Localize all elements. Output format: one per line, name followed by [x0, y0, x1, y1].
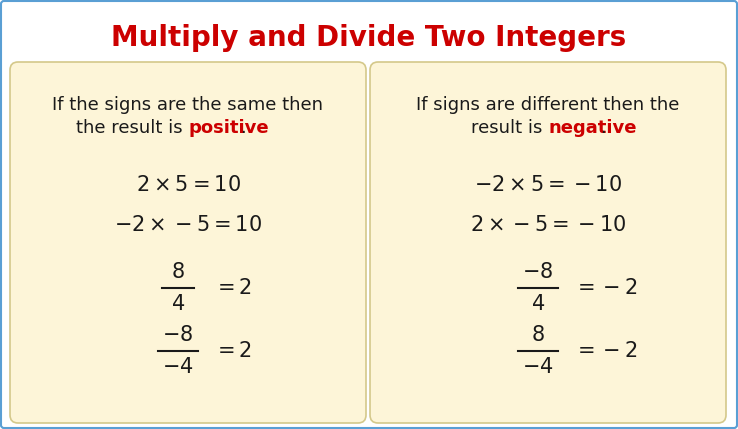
Text: $-4$: $-4$	[523, 357, 554, 377]
Text: If signs are different then the: If signs are different then the	[416, 96, 680, 114]
Text: $2\times5=10$: $2\times5=10$	[136, 175, 241, 195]
Text: $4$: $4$	[531, 294, 545, 314]
Text: result is: result is	[471, 119, 548, 137]
Text: $=-2$: $=-2$	[573, 278, 638, 298]
Text: $8$: $8$	[171, 262, 185, 282]
Text: $-8$: $-8$	[523, 262, 554, 282]
Text: .: .	[240, 119, 246, 137]
Text: negative: negative	[548, 119, 636, 137]
Text: $8$: $8$	[531, 325, 545, 345]
Text: $-4$: $-4$	[162, 357, 194, 377]
Text: $-2\times5=-10$: $-2\times5=-10$	[474, 175, 622, 195]
Text: $=-2$: $=-2$	[573, 341, 638, 361]
Text: the result is: the result is	[75, 119, 188, 137]
Text: positive: positive	[188, 119, 269, 137]
Text: $-8$: $-8$	[162, 325, 193, 345]
Text: $=2$: $=2$	[213, 341, 252, 361]
Text: $-2\times-5=10$: $-2\times-5=10$	[114, 215, 262, 235]
FancyBboxPatch shape	[370, 62, 726, 423]
Text: $4$: $4$	[171, 294, 185, 314]
Text: $=2$: $=2$	[213, 278, 252, 298]
Text: $2\times-5=-10$: $2\times-5=-10$	[470, 215, 626, 235]
Text: .: .	[600, 119, 606, 137]
FancyBboxPatch shape	[10, 62, 366, 423]
Text: Multiply and Divide Two Integers: Multiply and Divide Two Integers	[111, 24, 627, 52]
Text: If the signs are the same then: If the signs are the same then	[52, 96, 323, 114]
